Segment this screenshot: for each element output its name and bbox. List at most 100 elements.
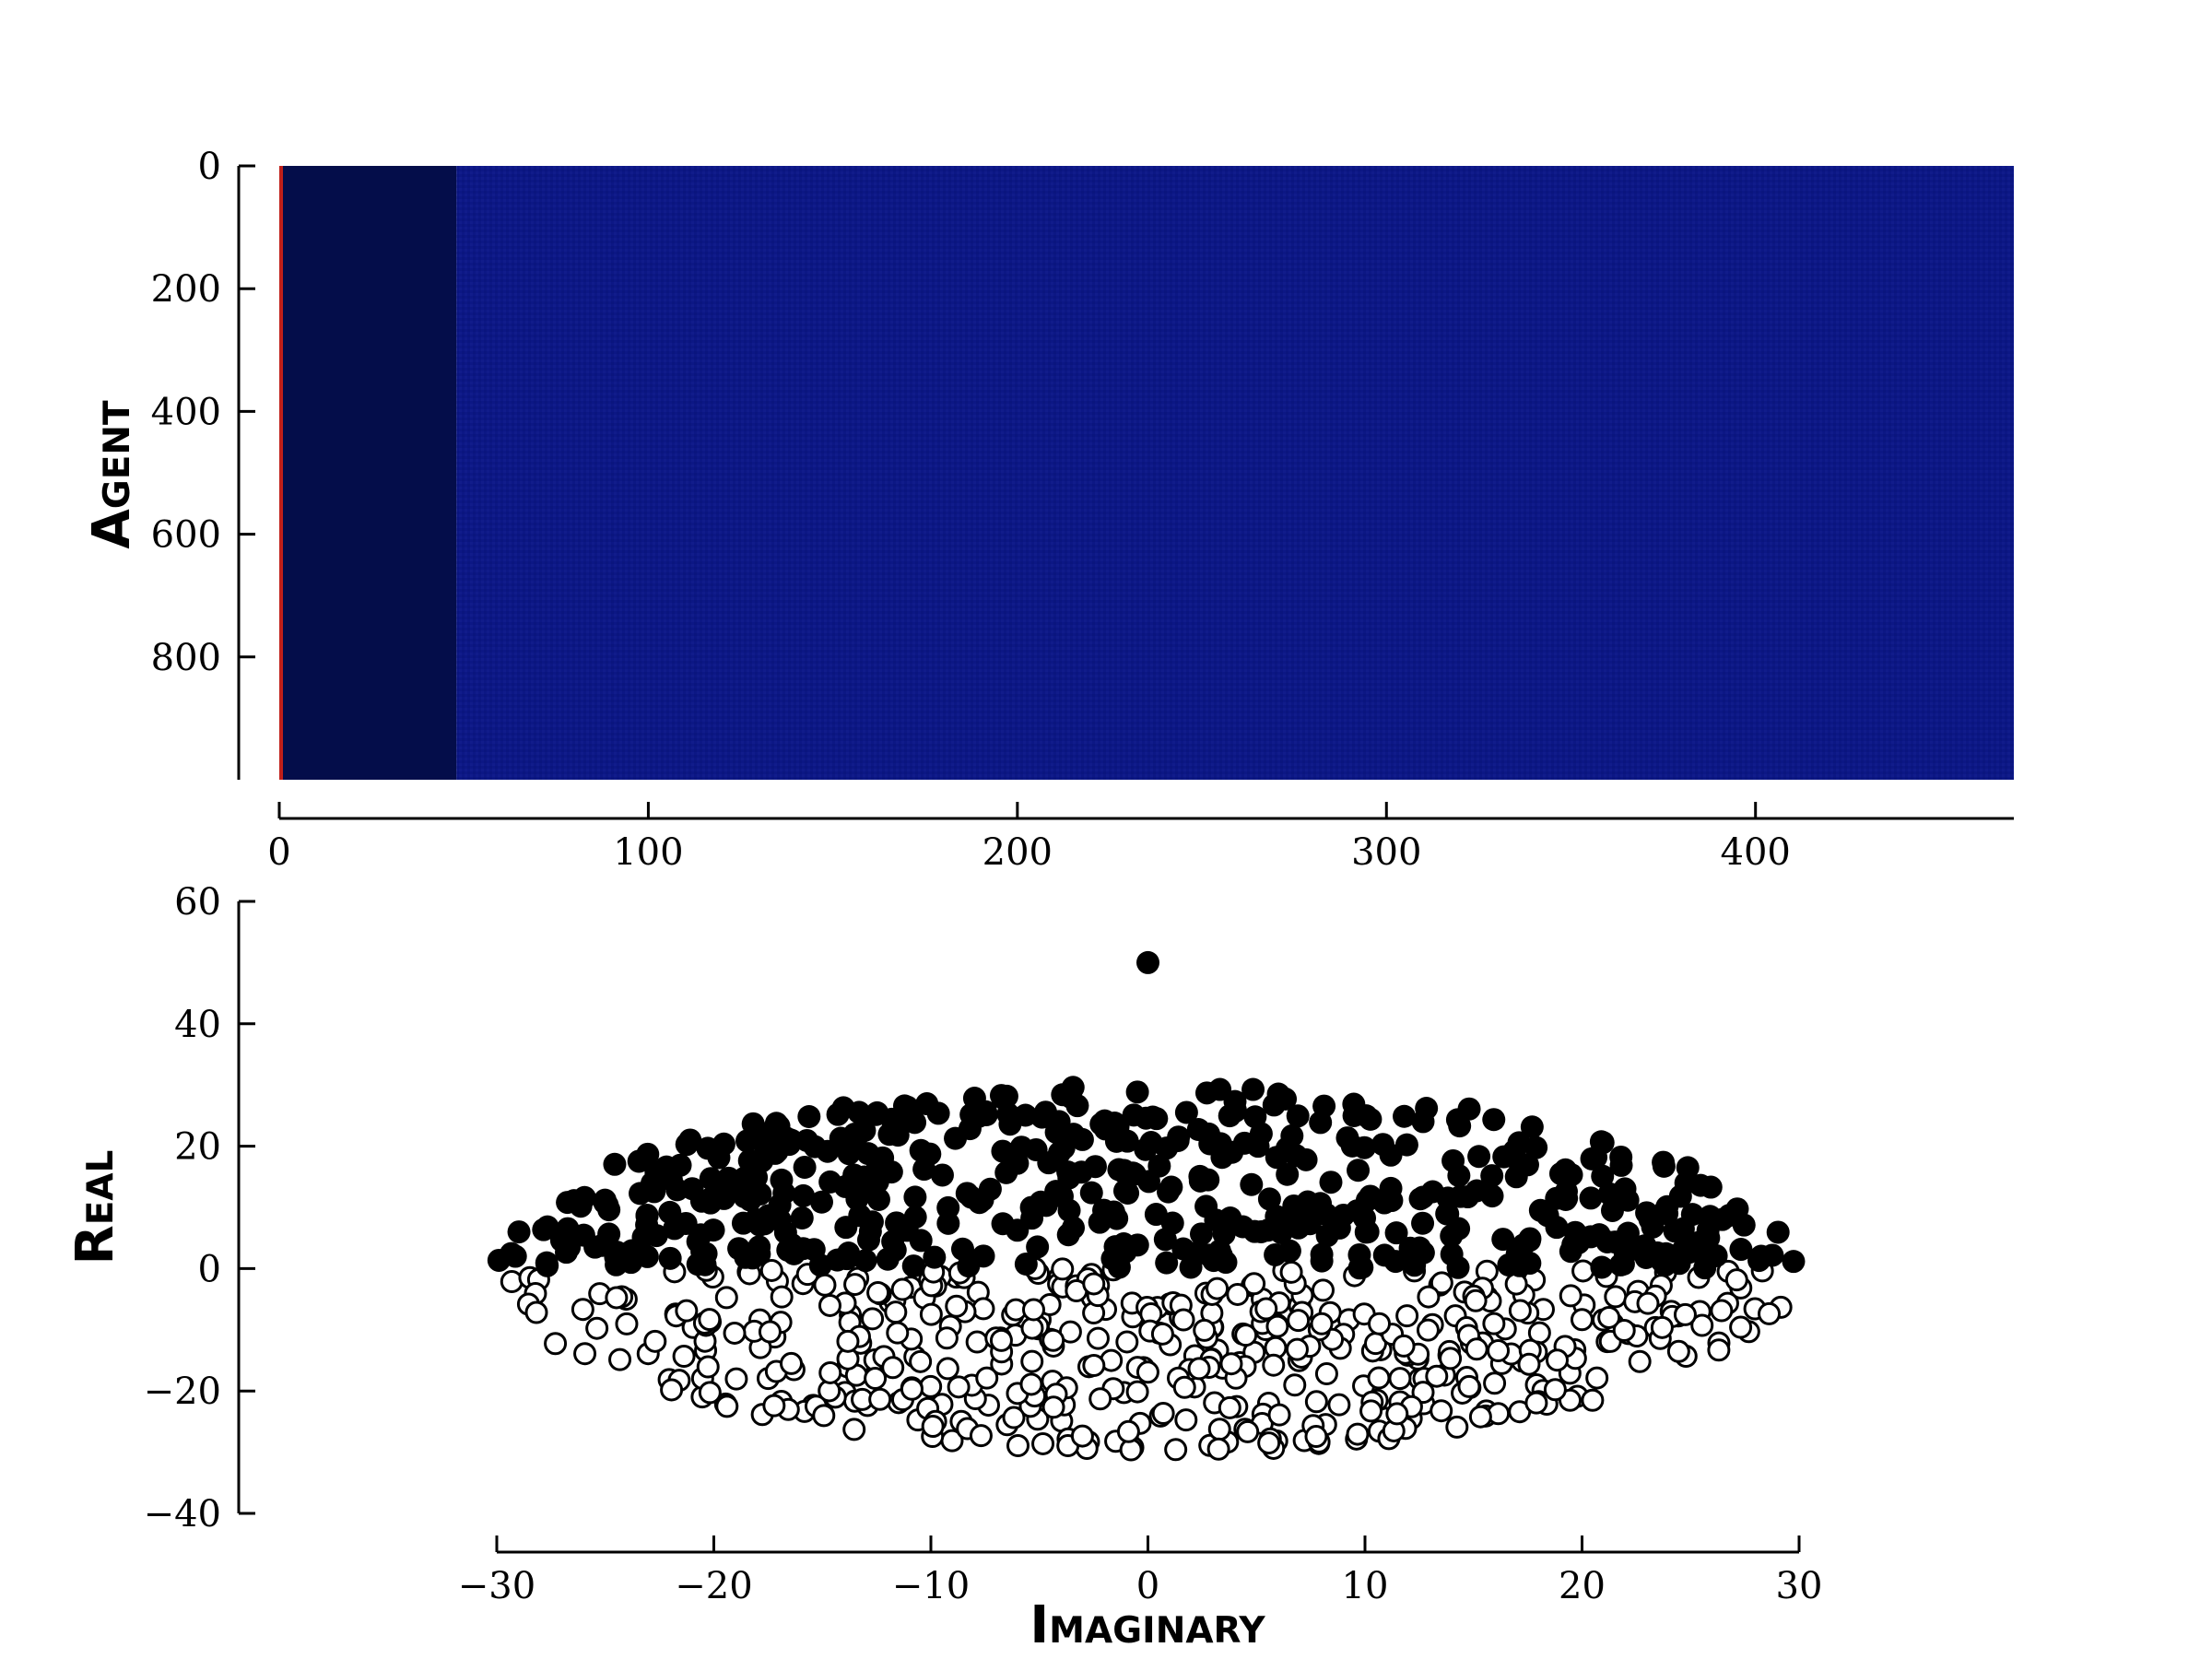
scatter-point-filled xyxy=(866,1187,890,1211)
scatter-point-filled xyxy=(1555,1164,1579,1188)
scatter-point-filled xyxy=(782,1241,806,1265)
scatter-point-hollow xyxy=(1174,1408,1198,1432)
scatter-point-filled xyxy=(703,1186,727,1210)
scatter-point-filled xyxy=(663,1217,687,1241)
scatter-point-hollow xyxy=(698,1308,722,1332)
scatter-point-hollow xyxy=(1206,1437,1230,1461)
scatter-point-filled xyxy=(764,1112,788,1135)
heatmap-band xyxy=(279,166,284,780)
scatter-point-hollow xyxy=(900,1377,924,1401)
scatter-point-filled xyxy=(1652,1150,1676,1174)
scatter-point-filled xyxy=(1125,1080,1149,1104)
scatter-point-hollow xyxy=(1487,1338,1511,1362)
scatter-point-filled xyxy=(1044,1180,1068,1204)
scatter-point-filled xyxy=(853,1119,877,1143)
scatter-point-hollow xyxy=(1219,1352,1243,1376)
x-tick-label: 200 xyxy=(982,831,1053,874)
scatter-point-filled xyxy=(842,1179,866,1203)
x-tick-label: 0 xyxy=(1136,1565,1159,1607)
scatter-point-filled xyxy=(1327,1216,1351,1240)
scatter-point-hollow xyxy=(1571,1259,1595,1283)
scatter-point-hollow xyxy=(715,1394,739,1418)
y-tick-label: −20 xyxy=(144,1371,221,1413)
scatter-point-filled xyxy=(696,1136,720,1160)
scatter-point-hollow xyxy=(1116,1419,1140,1443)
scatter-point-filled xyxy=(1116,1182,1140,1206)
heatmap-panel: 0 200 400 600 800 0 100 200 300 400 Agent xyxy=(82,146,2015,874)
scatter-point-hollow xyxy=(1430,1271,1453,1295)
scatter-point-filled xyxy=(1766,1220,1790,1244)
scatter-point-filled xyxy=(717,1166,741,1190)
scatter-point-hollow xyxy=(1636,1291,1660,1315)
scatter-point-filled xyxy=(1230,1215,1254,1239)
x-tick-label: 300 xyxy=(1351,831,1421,874)
scatter-point-filled xyxy=(1112,1232,1135,1256)
scatter-point-filled xyxy=(1441,1148,1465,1172)
scatter-point-hollow xyxy=(1310,1312,1334,1335)
scatter-point-hollow xyxy=(524,1300,548,1324)
scatter-point-filled xyxy=(593,1191,617,1215)
y-tick-label: 600 xyxy=(151,514,221,557)
scatter-point-hollow xyxy=(1388,1367,1412,1391)
y-tick-label: 800 xyxy=(151,637,221,679)
x-tick-label: 20 xyxy=(1559,1565,1606,1607)
scatter-point-filled xyxy=(1020,1206,1044,1230)
scatter-point-filled xyxy=(1056,1125,1080,1149)
scatter-point-filled xyxy=(1512,1251,1536,1275)
scatter-point-hollow xyxy=(965,1330,989,1354)
scatter-point-hollow xyxy=(1430,1399,1453,1423)
scatter-point-hollow xyxy=(1234,1324,1258,1347)
scatter-point-filled xyxy=(1782,1250,1806,1274)
scatter-point-filled xyxy=(1107,1158,1131,1182)
scatter-point-filled xyxy=(1280,1124,1304,1147)
scatter-point-filled xyxy=(996,1102,1020,1126)
scatter-point-hollow xyxy=(1226,1282,1250,1306)
scatter-point-filled xyxy=(1394,1133,1418,1157)
scatter-point-filled xyxy=(880,1107,904,1131)
scatter-point-filled xyxy=(738,1188,762,1212)
y-tick-label: 200 xyxy=(151,268,221,311)
scatter-point-filled xyxy=(1415,1096,1439,1120)
scatter-point-filled xyxy=(1134,1106,1158,1130)
heatmap-x-ticks: 0 100 200 300 400 xyxy=(267,802,1791,874)
scatter-point-hollow xyxy=(881,1356,905,1380)
scatter-point-filled xyxy=(1535,1204,1559,1228)
scatter-point-filled xyxy=(792,1183,816,1207)
scatter-point-filled xyxy=(802,1238,826,1262)
scatter-point-filled xyxy=(1179,1255,1203,1279)
scatter-point-hollow xyxy=(1006,1433,1030,1457)
scatter-point-hollow xyxy=(1570,1308,1594,1332)
scatter-point-hollow xyxy=(861,1307,885,1331)
scatter-point-filled xyxy=(1467,1145,1491,1169)
scatter-point-hollow xyxy=(1604,1285,1628,1309)
scatter-point-filled xyxy=(915,1092,939,1116)
scatter-point-filled xyxy=(1209,1243,1233,1267)
scatter-point-filled xyxy=(797,1104,821,1128)
scatter-point-hollow xyxy=(975,1366,999,1390)
scatter-point-hollow xyxy=(1710,1299,1734,1323)
scatter-point-hollow xyxy=(1439,1347,1463,1371)
scatter-point-hollow xyxy=(1020,1349,1044,1373)
scatter-point-filled xyxy=(1079,1181,1103,1205)
scatter-point-hollow xyxy=(1482,1312,1506,1335)
scatter-point-outlier xyxy=(1136,950,1159,974)
scatter-point-filled xyxy=(1056,1223,1080,1247)
scatter-y-title: Real xyxy=(65,1150,125,1265)
scatter-point-hollow xyxy=(935,1326,959,1350)
scatter-point-hollow xyxy=(585,1316,609,1340)
scatter-point-filled xyxy=(936,1211,960,1235)
scatter-point-filled xyxy=(871,1146,895,1170)
scatter-point-filled xyxy=(918,1142,942,1166)
scatter-point-hollow xyxy=(1151,1402,1175,1426)
scatter-point-filled xyxy=(635,1213,659,1237)
scatter-point-hollow xyxy=(1285,1337,1309,1361)
scatter-point-hollow xyxy=(1673,1302,1697,1326)
scatter-point-hollow xyxy=(1504,1272,1528,1296)
scatter-point-hollow xyxy=(1218,1395,1241,1419)
scatter-point-hollow xyxy=(1581,1388,1605,1412)
scatter-point-filled xyxy=(1312,1094,1336,1118)
scatter-point-filled xyxy=(1435,1202,1459,1226)
scatter-point-filled xyxy=(809,1190,833,1214)
scatter-point-hollow xyxy=(544,1332,568,1356)
